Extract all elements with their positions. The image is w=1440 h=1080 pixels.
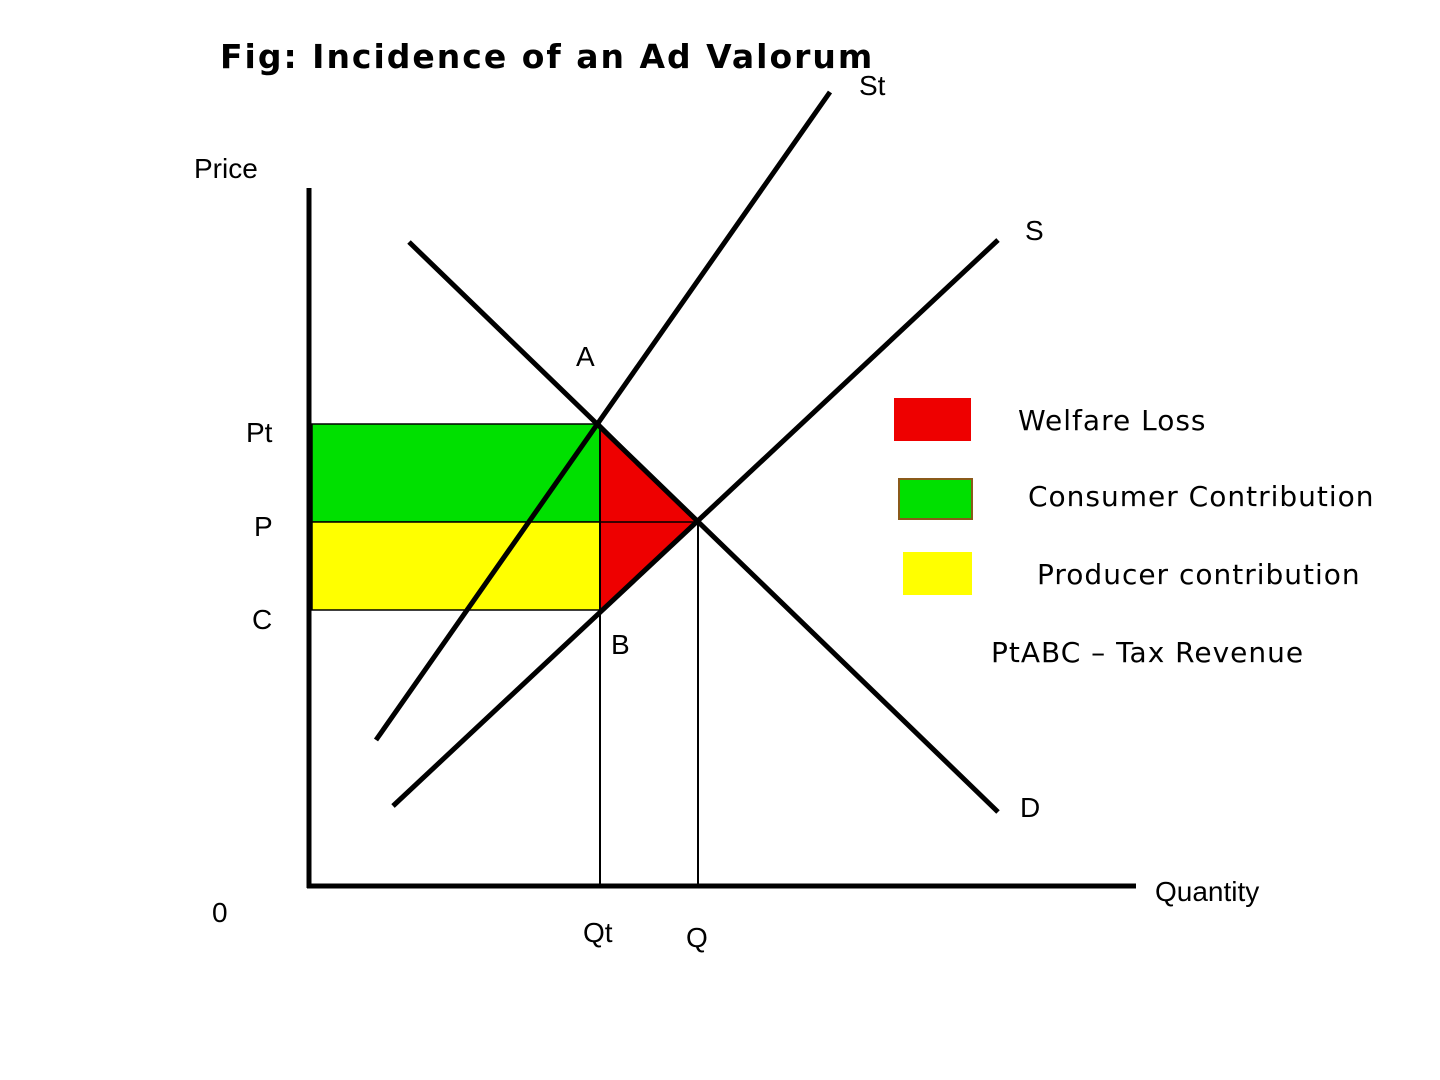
supply-taxed-curve <box>373 90 833 742</box>
consumer-contribution-area <box>311 423 601 523</box>
x-axis-label: Quantity <box>1155 876 1259 907</box>
legend-consumer-contribution-swatch <box>898 478 973 520</box>
quantity-qt-label: Qt <box>583 917 613 948</box>
figure-title: Fig: Incidence of an Ad Valorum <box>220 37 874 76</box>
origin-label: 0 <box>212 897 228 928</box>
price-c-label: C <box>252 604 272 635</box>
legend-welfare-loss-label: Welfare Loss <box>1018 404 1207 437</box>
price-pt-label: Pt <box>246 417 273 448</box>
quantity-q-label: Q <box>686 922 708 953</box>
demand-curve <box>407 240 1000 814</box>
point-b-label: B <box>611 629 630 660</box>
welfare-loss-area <box>599 422 700 612</box>
supply-taxed-label: St <box>859 70 886 101</box>
supply-label: S <box>1025 215 1044 246</box>
legend-tax-revenue-label: PtABC – Tax Revenue <box>991 636 1304 669</box>
demand-label: D <box>1020 792 1040 823</box>
y-axis-label: Price <box>194 153 258 184</box>
legend-consumer-contribution-label: Consumer Contribution <box>1028 480 1375 513</box>
legend-producer-contribution-label: Producer contribution <box>1037 558 1361 591</box>
price-p-label: P <box>254 511 273 542</box>
legend-producer-contribution-swatch <box>903 552 972 595</box>
supply-curve <box>391 238 1000 808</box>
point-a-label: A <box>576 341 595 372</box>
legend: Welfare Loss Consumer Contribution Produ… <box>894 398 1375 669</box>
legend-welfare-loss-swatch <box>894 398 971 441</box>
producer-contribution-area <box>311 521 601 611</box>
